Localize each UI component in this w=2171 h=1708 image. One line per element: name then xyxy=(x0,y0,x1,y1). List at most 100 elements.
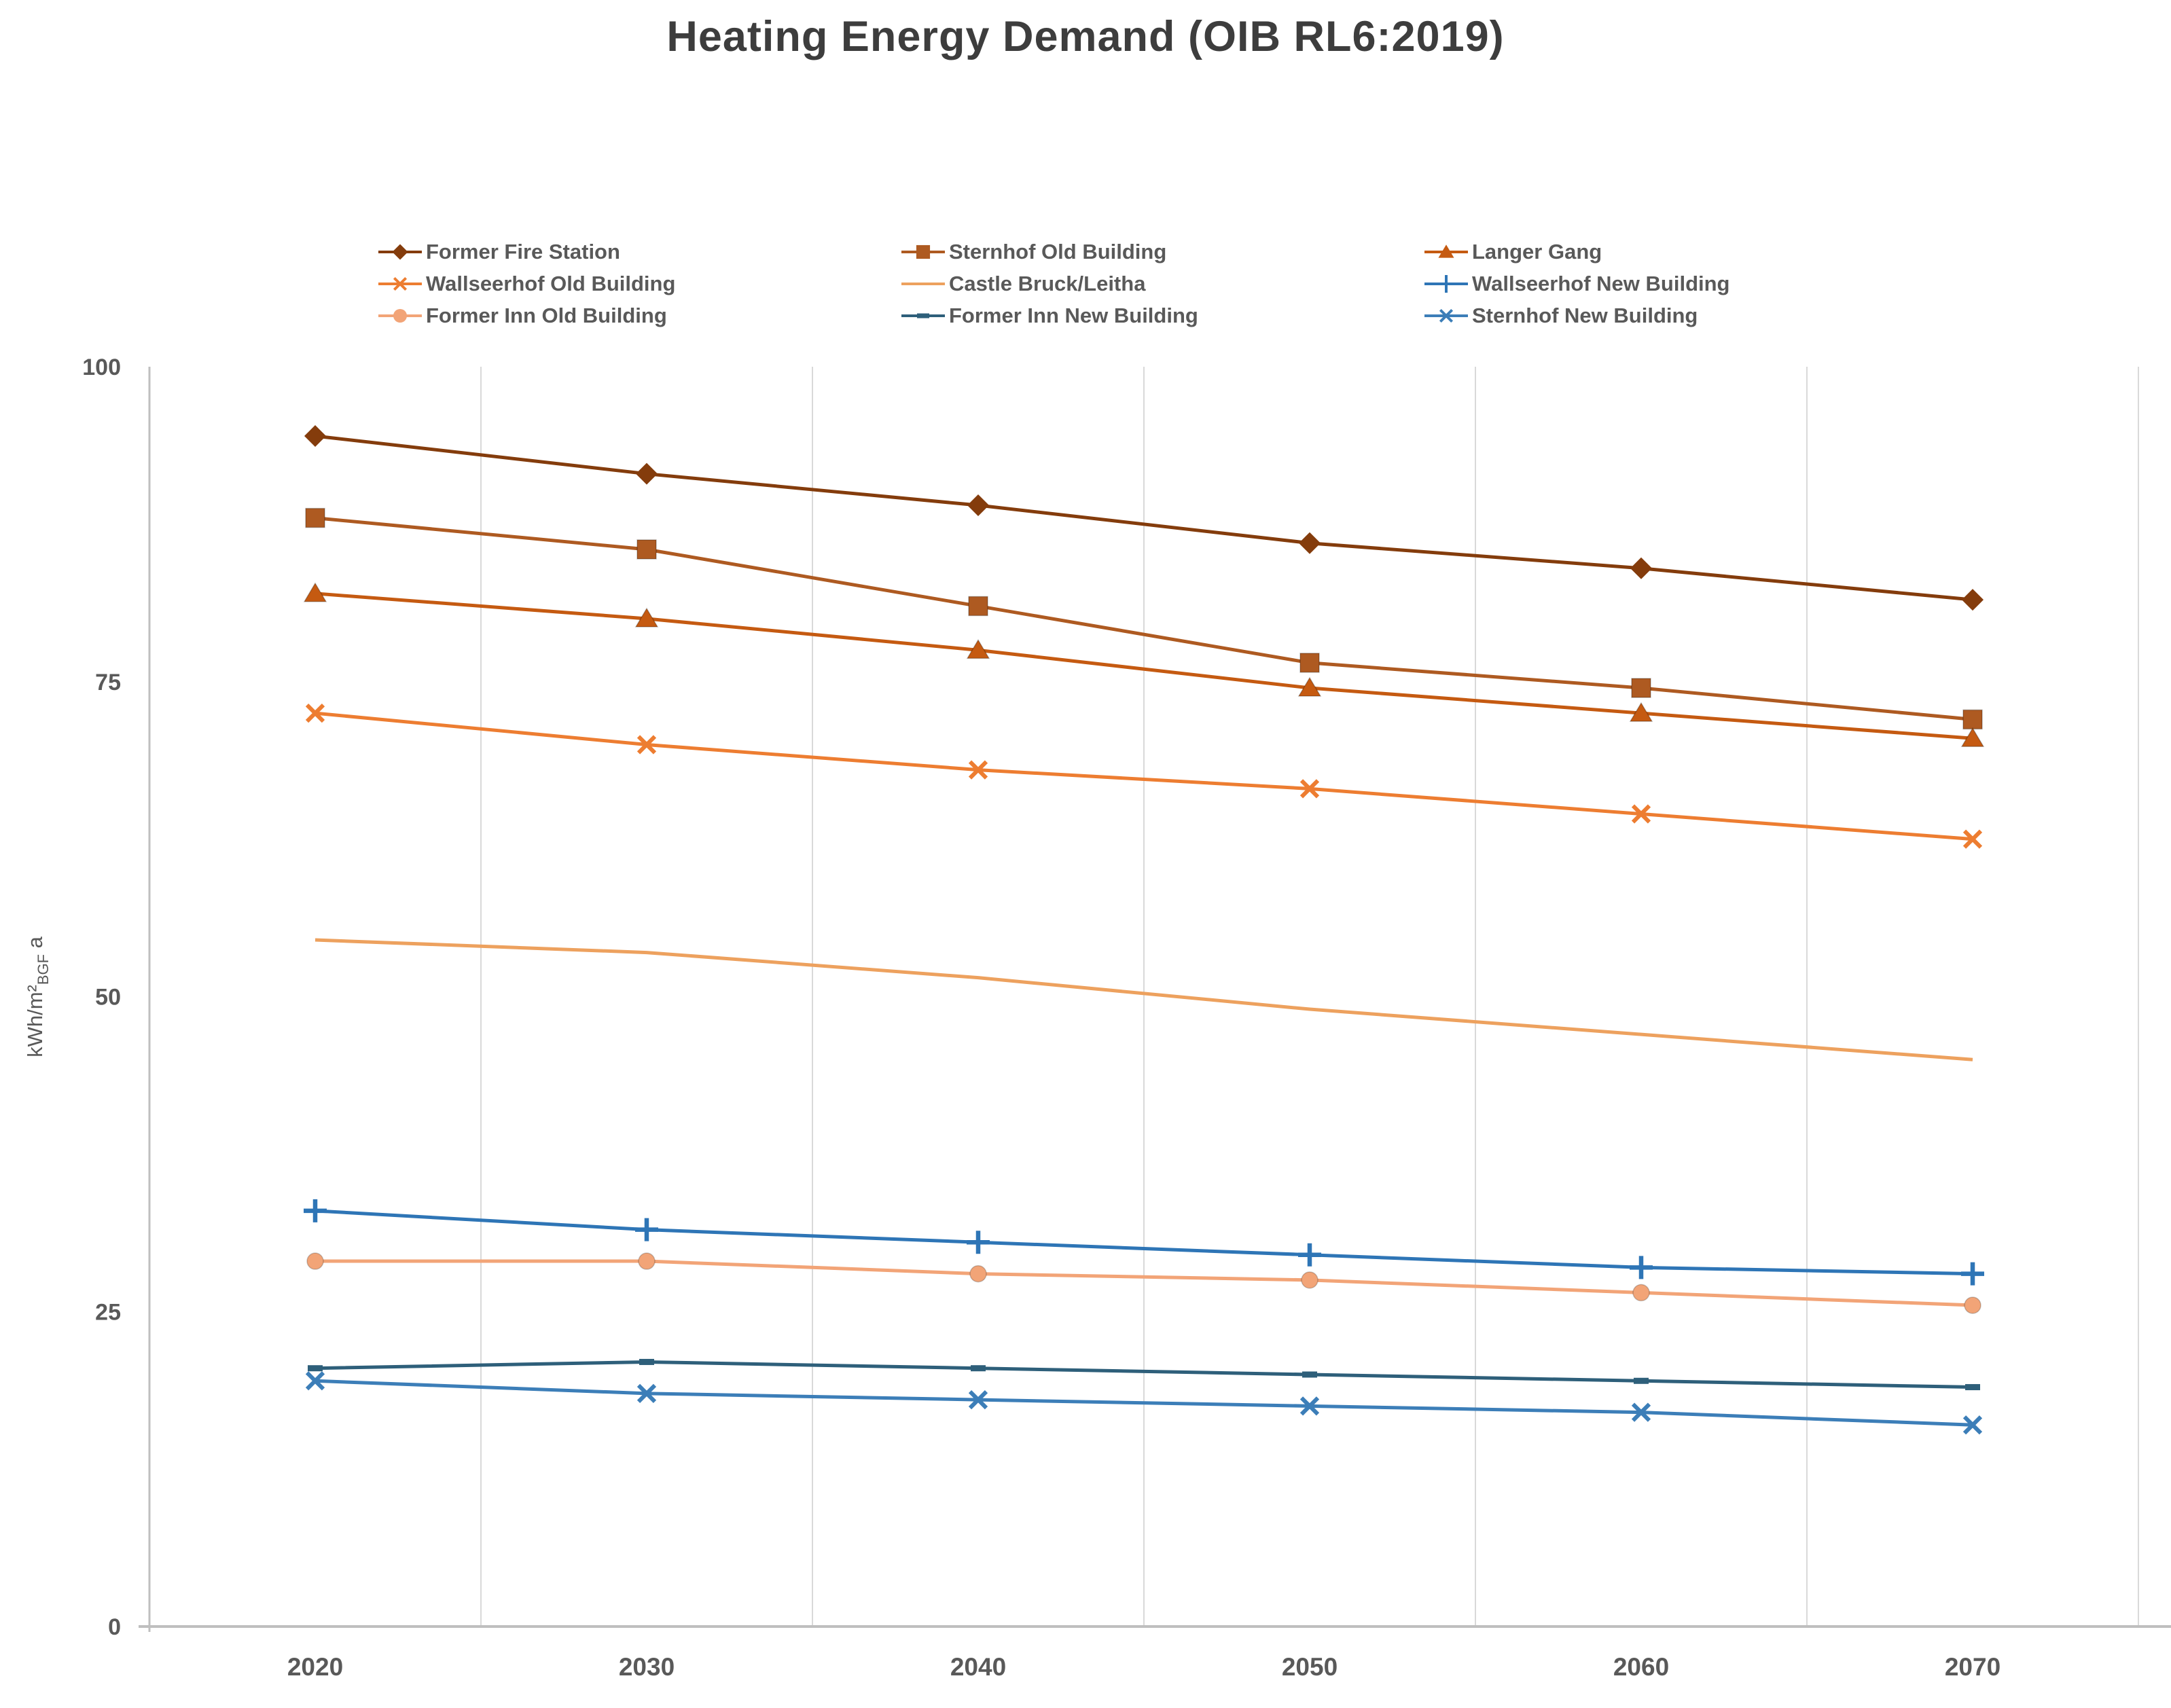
y-tick-label: 100 xyxy=(82,355,121,380)
wallseerhof-old-building-legend-marker-icon xyxy=(378,276,422,291)
legend-item-wallseerhof-new-building: Wallseerhof New Building xyxy=(1423,271,1946,297)
legend-label: Former Fire Station xyxy=(426,240,620,264)
y-tick-label: 0 xyxy=(108,1614,121,1640)
marker-former-fire-station xyxy=(1962,589,1984,611)
marker-sternhof-old-building xyxy=(636,539,657,560)
marker-langer-gang xyxy=(1629,702,1653,722)
marker-langer-gang xyxy=(634,607,659,628)
marker-langer-gang xyxy=(1297,676,1322,697)
marker-sternhof-new-building xyxy=(1299,1396,1320,1416)
marker-former-inn-new-building xyxy=(1634,1377,1649,1384)
legend-marker-glyph xyxy=(917,313,929,319)
legend-label: Castle Bruck/Leitha xyxy=(949,272,1146,295)
marker-former-fire-station xyxy=(636,462,658,485)
y-axis-title: kWh/m²BGF a xyxy=(23,936,52,1057)
series-line-sternhof-old-building xyxy=(315,516,1973,721)
marker-sternhof-old-building xyxy=(1299,653,1320,673)
marker-former-inn-old-building xyxy=(1632,1284,1650,1302)
series-line-sternhof-new-building xyxy=(315,1379,1973,1427)
marker-sternhof-old-building xyxy=(968,596,988,617)
marker-former-fire-station xyxy=(304,425,326,448)
legend-marker-glyph xyxy=(392,244,408,260)
legend-marker-glyph xyxy=(1438,244,1454,258)
series-line-castle-bruck-leitha xyxy=(315,938,1973,1061)
marker-sternhof-new-building xyxy=(968,1389,988,1410)
marker-wallseerhof-old-building xyxy=(636,735,657,755)
legend-item-former-fire-station: Former Fire Station xyxy=(377,239,900,265)
legend-label: Sternhof New Building xyxy=(1472,304,1698,327)
former-inn-old-building-legend-marker-icon xyxy=(378,309,422,323)
x-tick-label: 2070 xyxy=(1945,1653,2000,1681)
marker-sternhof-new-building xyxy=(636,1383,657,1403)
marker-langer-gang xyxy=(303,582,327,602)
legend-label: Former Inn Old Building xyxy=(426,304,667,327)
series-line-former-inn-new-building xyxy=(315,1360,1973,1389)
marker-wallseerhof-old-building xyxy=(1962,829,1983,849)
marker-former-fire-station xyxy=(1630,557,1652,579)
x-tick-label: 2050 xyxy=(1282,1653,1338,1681)
sternhof-new-building-legend-marker-icon xyxy=(1424,308,1468,323)
y-tick-label: 25 xyxy=(95,1299,121,1325)
series-line-wallseerhof-new-building xyxy=(315,1209,1973,1276)
legend-item-langer-gang: Langer Gang xyxy=(1423,239,1946,265)
legend-marker-glyph xyxy=(393,276,408,291)
legend-label: Wallseerhof Old Building xyxy=(426,272,676,295)
marker-former-inn-new-building xyxy=(639,1358,654,1365)
marker-sternhof-old-building xyxy=(1631,678,1651,698)
marker-former-inn-old-building xyxy=(306,1252,324,1270)
series-line-langer-gang xyxy=(315,592,1973,740)
series-line-former-inn-old-building xyxy=(315,1259,1973,1307)
langer-gang-legend-marker-icon xyxy=(1424,244,1468,258)
series-line-wallseerhof-old-building xyxy=(315,711,1973,841)
former-inn-new-building-legend-marker-icon xyxy=(901,313,945,319)
legend-label: Former Inn New Building xyxy=(949,304,1198,327)
marker-sternhof-new-building xyxy=(1631,1402,1651,1422)
legend-marker-glyph xyxy=(1439,308,1454,323)
x-tick-label: 2030 xyxy=(619,1653,675,1681)
marker-sternhof-new-building xyxy=(305,1371,325,1391)
x-tick-label: 2060 xyxy=(1613,1653,1669,1681)
former-fire-station-legend-marker-icon xyxy=(378,244,422,260)
marker-former-inn-old-building xyxy=(1301,1271,1318,1289)
legend-label: Sternhof Old Building xyxy=(949,240,1167,264)
marker-wallseerhof-old-building xyxy=(1631,804,1651,824)
marker-former-fire-station xyxy=(1299,532,1321,554)
legend: Former Fire Station Sternhof Old Building… xyxy=(377,239,1946,329)
legend-marker-glyph xyxy=(916,244,931,259)
legend-marker-glyph xyxy=(393,309,407,323)
marker-langer-gang xyxy=(1960,727,1985,747)
marker-former-inn-new-building xyxy=(971,1365,986,1372)
marker-langer-gang xyxy=(966,638,990,659)
castle-bruck-leitha-legend-marker-icon xyxy=(901,283,945,285)
marker-former-inn-new-building xyxy=(1302,1371,1317,1378)
marker-former-fire-station xyxy=(967,494,989,517)
legend-item-former-inn-new-building: Former Inn New Building xyxy=(900,303,1423,329)
wallseerhof-new-building-legend-marker-icon xyxy=(1424,275,1468,293)
marker-sternhof-new-building xyxy=(1962,1415,1983,1435)
marker-wallseerhof-old-building xyxy=(1299,779,1320,799)
legend-label: Langer Gang xyxy=(1472,240,1602,264)
marker-former-inn-new-building xyxy=(308,1365,323,1372)
marker-former-inn-old-building xyxy=(1964,1296,1981,1314)
marker-wallseerhof-old-building xyxy=(305,704,325,723)
chart-title: Heating Energy Demand (OIB RL6:2019) xyxy=(666,13,1505,60)
legend-label: Wallseerhof New Building xyxy=(1472,272,1730,295)
legend-item-sternhof-old-building: Sternhof Old Building xyxy=(900,239,1423,265)
y-tick-label: 75 xyxy=(95,670,121,695)
x-tick-label: 2020 xyxy=(287,1653,343,1681)
legend-item-sternhof-new-building: Sternhof New Building xyxy=(1423,303,1946,329)
marker-former-inn-new-building xyxy=(1965,1384,1980,1391)
sternhof-old-building-legend-marker-icon xyxy=(901,244,945,259)
x-tick-label: 2040 xyxy=(950,1653,1006,1681)
marker-sternhof-old-building xyxy=(305,507,325,528)
marker-former-inn-old-building xyxy=(638,1252,656,1270)
legend-item-wallseerhof-old-building: Wallseerhof Old Building xyxy=(377,271,900,297)
y-tick-label: 50 xyxy=(95,985,121,1011)
marker-wallseerhof-old-building xyxy=(968,760,988,780)
marker-sternhof-old-building xyxy=(1962,709,1983,730)
marker-former-inn-old-building xyxy=(969,1265,987,1283)
legend-item-castle-bruck-leitha: Castle Bruck/Leitha xyxy=(900,271,1423,297)
series-line-former-fire-station xyxy=(315,434,1973,602)
legend-item-former-inn-old-building: Former Inn Old Building xyxy=(377,303,900,329)
